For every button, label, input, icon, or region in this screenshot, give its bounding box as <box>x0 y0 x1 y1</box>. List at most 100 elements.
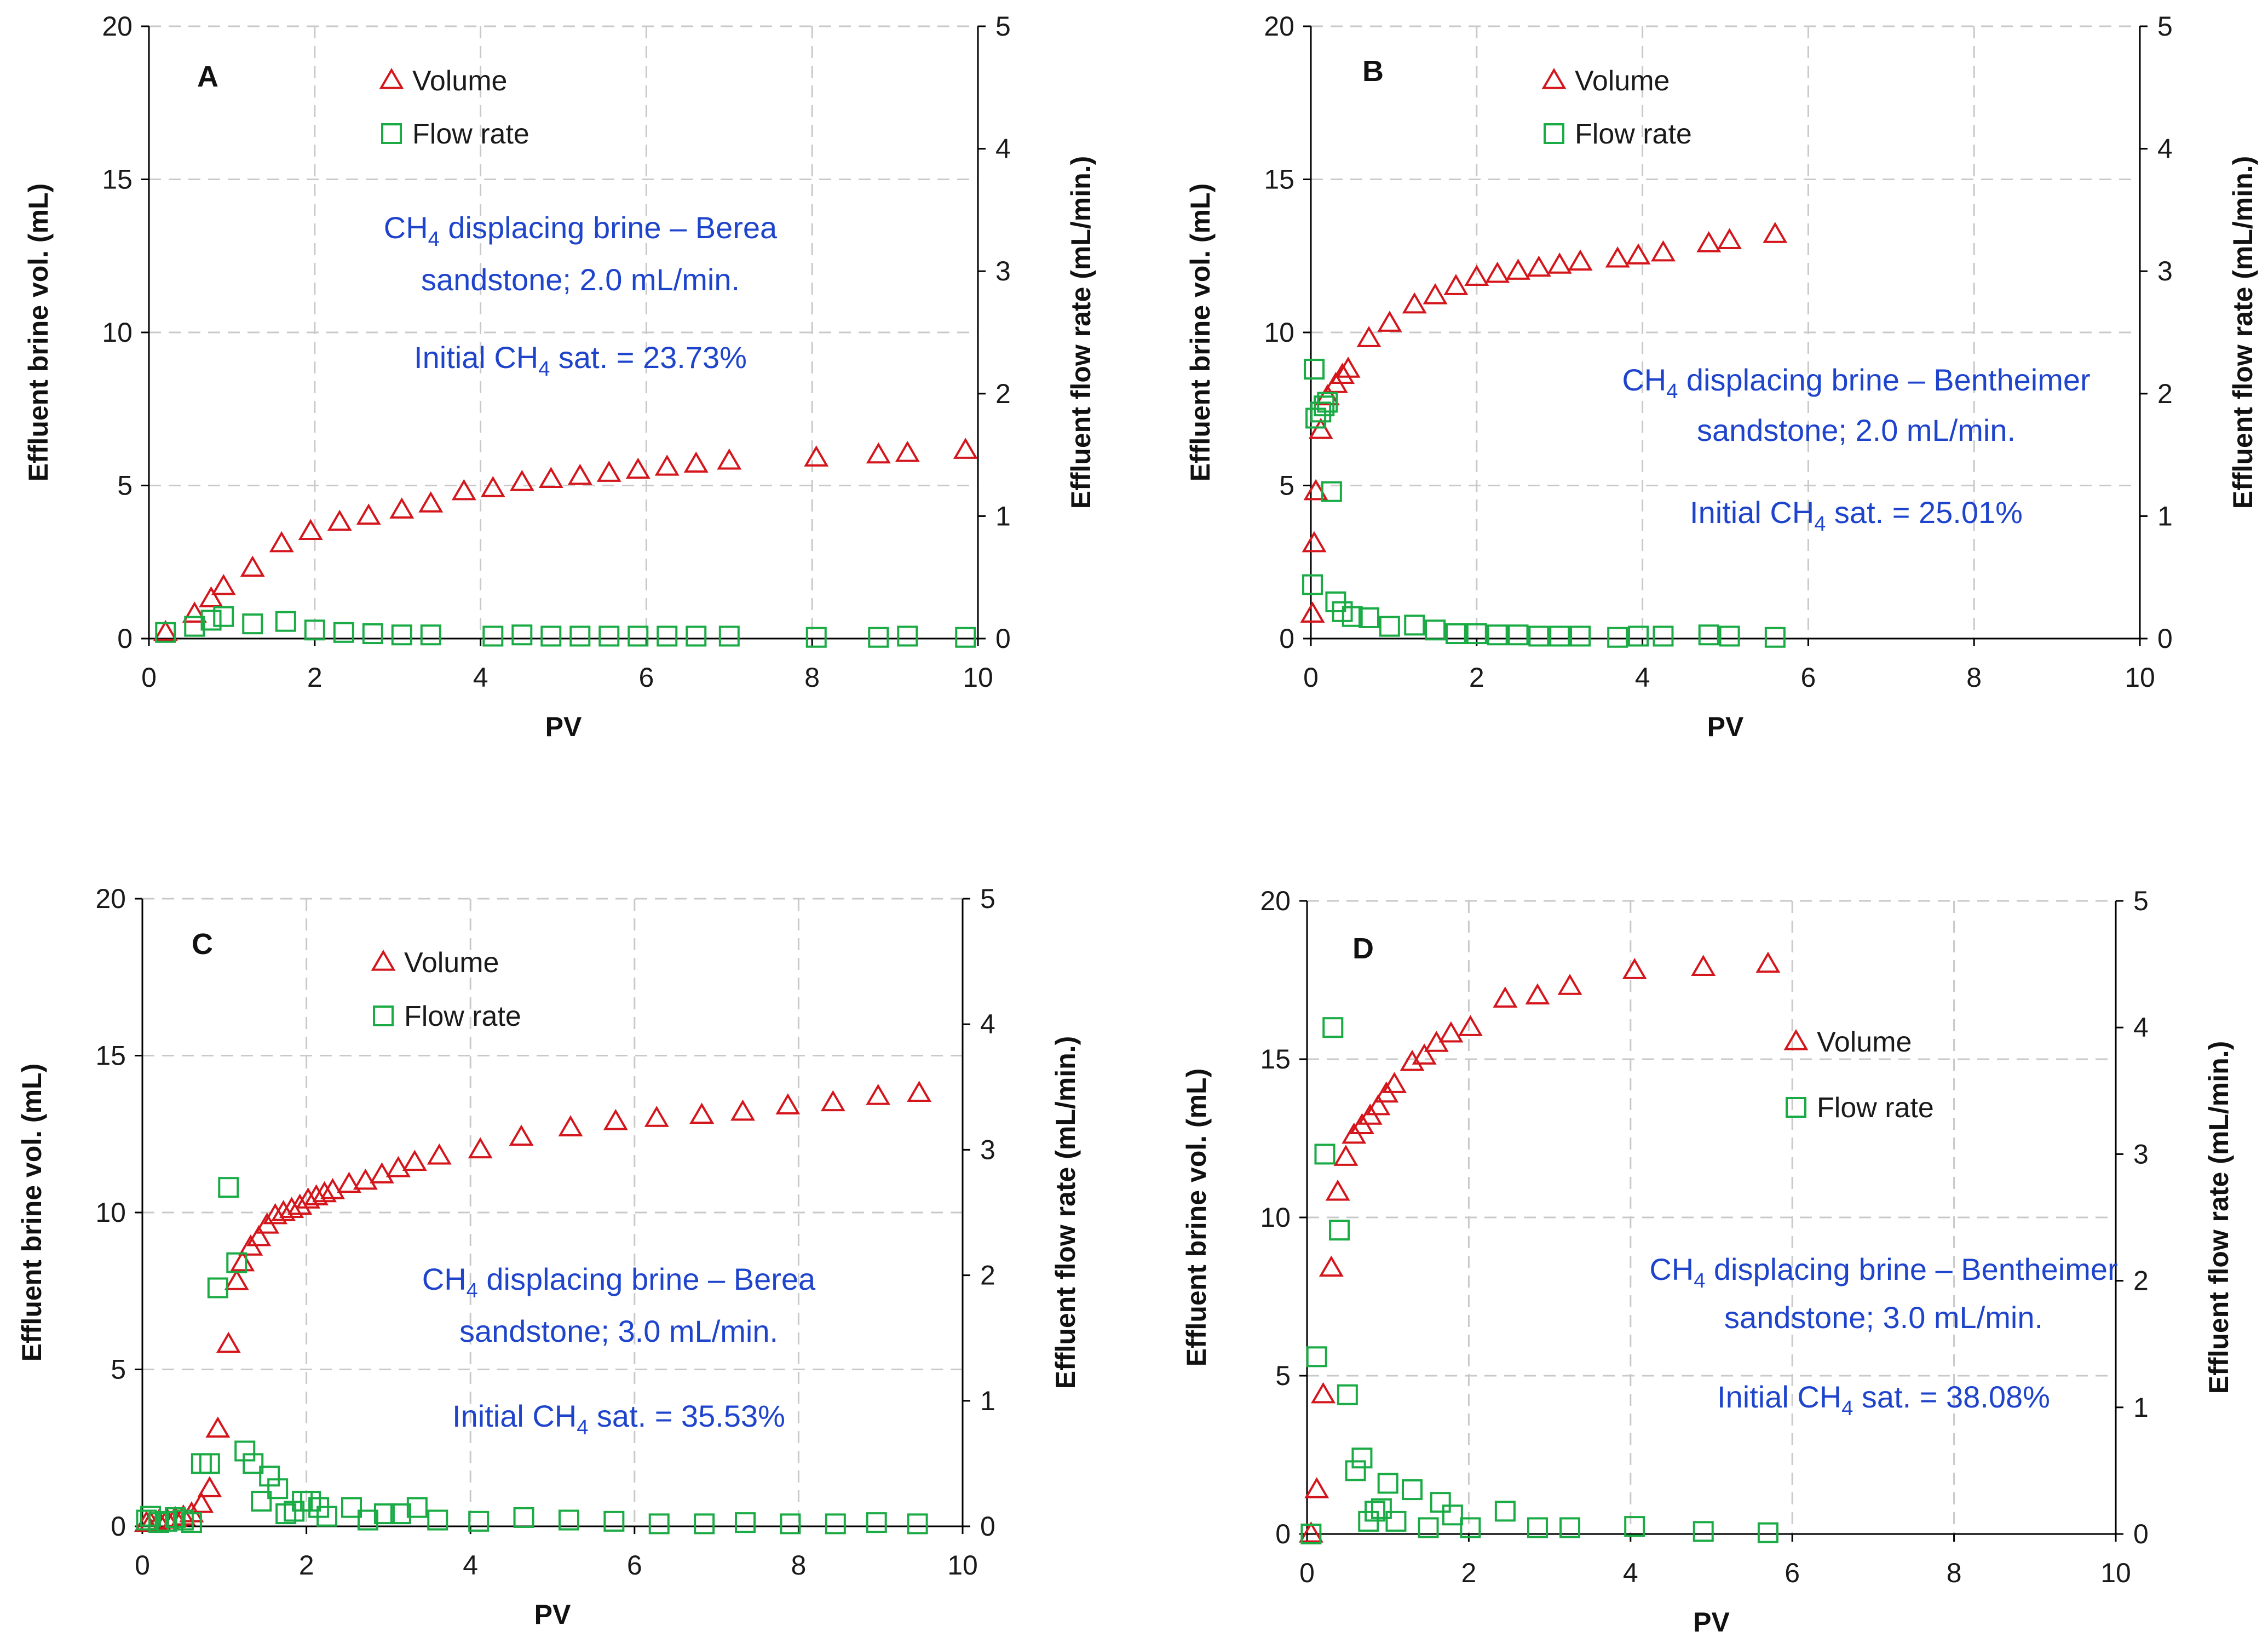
legend-flow-rate-marker <box>381 123 402 144</box>
flow-rate-point <box>1314 395 1335 417</box>
flow-rate-series <box>155 606 976 648</box>
flow-rate-point <box>1342 606 1363 627</box>
volume-point <box>1755 951 1781 973</box>
y-tick-label: 5 <box>1279 470 1294 501</box>
legend: Volume Flow rate <box>1541 65 1692 150</box>
flow-rate-point <box>558 1509 579 1531</box>
annotation: CH4 displacing brine – Bentheimer sandsto… <box>1622 363 2090 536</box>
volume-point <box>1302 531 1327 553</box>
volume-point <box>1763 222 1788 243</box>
volume-point <box>596 461 621 482</box>
flow-rate-point <box>406 1497 428 1518</box>
volume-point <box>603 1108 628 1130</box>
flow-rate-point <box>200 610 222 631</box>
legend-volume-label: Volume <box>404 947 499 979</box>
volume-point <box>230 1250 255 1272</box>
y2-tick-label: 3 <box>2157 256 2173 286</box>
y-tick-label: 0 <box>117 623 133 654</box>
flow-rate-point <box>300 1491 321 1512</box>
flow-rate-point <box>1698 624 1719 646</box>
volume-point <box>689 1102 715 1124</box>
volume-point <box>644 1106 669 1127</box>
volume-series <box>153 438 978 641</box>
flow-rate-point <box>184 616 205 637</box>
volume-point <box>353 1168 378 1190</box>
volume-point <box>418 491 444 513</box>
x-tick-label: 4 <box>1623 1558 1638 1588</box>
volume-point <box>356 503 381 525</box>
volume-point <box>480 476 505 497</box>
flow-rate-point <box>207 1277 228 1298</box>
volume-point <box>625 457 651 479</box>
y2-tick-label: 0 <box>2157 623 2173 654</box>
volume-point <box>1458 1015 1483 1036</box>
y-tick-label: 5 <box>117 470 133 501</box>
flow-rate-point <box>694 1513 715 1535</box>
y2-tick-label: 4 <box>2157 134 2173 164</box>
flow-rate-point <box>1302 574 1323 595</box>
flow-rate-point <box>1300 1524 1322 1544</box>
annotation-line-2: sandstone; 3.0 mL/min. <box>1724 1300 2043 1335</box>
flow-rate-point <box>242 613 263 635</box>
annotation-line-2: sandstone; 3.0 mL/min. <box>459 1314 778 1348</box>
volume-point <box>1304 1477 1329 1498</box>
flow-rate-point <box>1306 1346 1327 1368</box>
volume-point <box>296 1187 321 1209</box>
flow-rate-point <box>1371 1498 1392 1519</box>
y-tick-label: 5 <box>1275 1360 1291 1391</box>
y2-tick-label: 4 <box>980 1009 995 1039</box>
volume-point <box>1626 243 1651 265</box>
volume-point <box>1438 1021 1464 1043</box>
y2-tick-label: 1 <box>980 1386 995 1416</box>
flow-rate-point <box>1487 624 1508 646</box>
annotation-line-1: CH4 displacing brine – Berea <box>384 210 778 251</box>
volume-point <box>567 463 592 485</box>
y2-axis-title: Effluent flow rate (mL/min.) <box>2203 1041 2234 1394</box>
y-axis-title: Effluent brine vol. (mL) <box>1185 183 1216 481</box>
volume-point <box>1382 1072 1407 1093</box>
y2-tick-label: 5 <box>980 883 995 914</box>
flow-rate-point <box>1757 1522 1778 1543</box>
volume-point <box>1464 265 1489 286</box>
x-axis-title: PV <box>1693 1607 1730 1637</box>
x-tick-label: 2 <box>307 662 323 693</box>
flow-rate-point <box>1322 1017 1344 1038</box>
volume-point <box>153 619 178 641</box>
y2-tick-label: 3 <box>980 1134 995 1165</box>
flow-rate-point <box>1418 1517 1439 1538</box>
volume-point <box>199 586 224 608</box>
flow-rate-point <box>1628 625 1649 647</box>
flow-rate-point <box>316 1506 338 1527</box>
flow-rate-point <box>1507 624 1529 646</box>
y2-tick-label: 4 <box>2133 1012 2149 1043</box>
x-axis-title: PV <box>545 711 582 742</box>
flow-rate-point <box>373 1503 395 1525</box>
y-tick-label: 15 <box>1264 164 1294 195</box>
annotation-line-3: Initial CH4 sat. = 23.73% <box>414 340 747 381</box>
volume-point <box>1308 417 1333 439</box>
flow-rate-point <box>628 625 649 647</box>
volume-point <box>683 451 709 473</box>
flow-rate-point <box>482 625 504 647</box>
flow-rate-point <box>1445 623 1466 645</box>
volume-point <box>1650 240 1676 262</box>
volume-point <box>1557 974 1582 995</box>
volume-point <box>240 555 265 577</box>
legend-flow-rate-label: Flow rate <box>1817 1092 1934 1124</box>
volume-point <box>1330 363 1355 384</box>
x-tick-label: 10 <box>2100 1558 2131 1588</box>
legend-flow-rate-label: Flow rate <box>1575 118 1692 150</box>
flow-rate-point <box>1430 1492 1451 1513</box>
volume-point <box>402 1150 427 1171</box>
volume-point <box>1526 255 1551 277</box>
volume-point <box>730 1099 756 1121</box>
flow-rate-point <box>259 1466 280 1487</box>
flow-rate-point <box>868 627 889 648</box>
x-tick-label: 4 <box>463 1550 478 1581</box>
flow-rate-point <box>648 1513 670 1535</box>
volume-point <box>271 1200 296 1221</box>
flow-rate-point <box>897 625 918 647</box>
flow-rate-point <box>569 625 591 647</box>
